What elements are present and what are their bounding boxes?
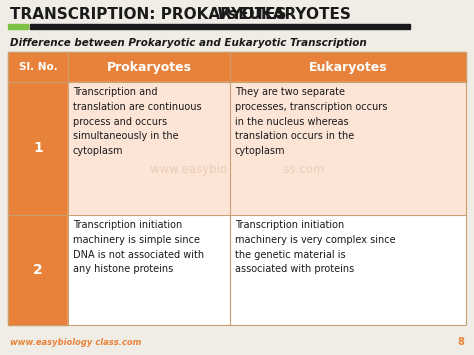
Text: TRANSCRIPTION: PROKARYOTES: TRANSCRIPTION: PROKARYOTES <box>10 7 292 22</box>
Text: Transcription initiation
machinery is simple since
DNA is not associated with
an: Transcription initiation machinery is si… <box>73 220 204 274</box>
Text: Sl. No.: Sl. No. <box>18 62 57 72</box>
Text: 8: 8 <box>457 337 464 347</box>
Bar <box>30 24 410 29</box>
Bar <box>8 82 68 215</box>
Bar <box>68 82 230 215</box>
Text: www.easybio               ss.com: www.easybio ss.com <box>150 164 324 176</box>
Text: www.easybiology class.com: www.easybiology class.com <box>10 338 141 347</box>
Text: 1: 1 <box>33 142 43 155</box>
Text: They are two separate
processes, transcription occurs
in the nucleus whereas
tra: They are two separate processes, transcr… <box>235 87 387 156</box>
Bar <box>8 52 466 82</box>
Bar <box>8 24 28 29</box>
Text: Transcription initiation
machinery is very complex since
the genetic material is: Transcription initiation machinery is ve… <box>235 220 396 274</box>
Text: 2: 2 <box>33 263 43 277</box>
Bar <box>230 215 466 325</box>
Text: Prokaryotes: Prokaryotes <box>107 60 191 73</box>
Text: EUKARYOTES: EUKARYOTES <box>233 7 351 22</box>
Text: Transcription and
translation are continuous
process and occurs
simultaneously i: Transcription and translation are contin… <box>73 87 201 156</box>
Text: Eukaryotes: Eukaryotes <box>309 60 387 73</box>
Bar <box>8 215 68 325</box>
Bar <box>68 215 230 325</box>
Text: Vs: Vs <box>217 7 238 22</box>
Bar <box>230 82 466 215</box>
Bar <box>8 52 466 325</box>
Text: Difference between Prokaryotic and Eukaryotic Transcription: Difference between Prokaryotic and Eukar… <box>10 38 367 48</box>
